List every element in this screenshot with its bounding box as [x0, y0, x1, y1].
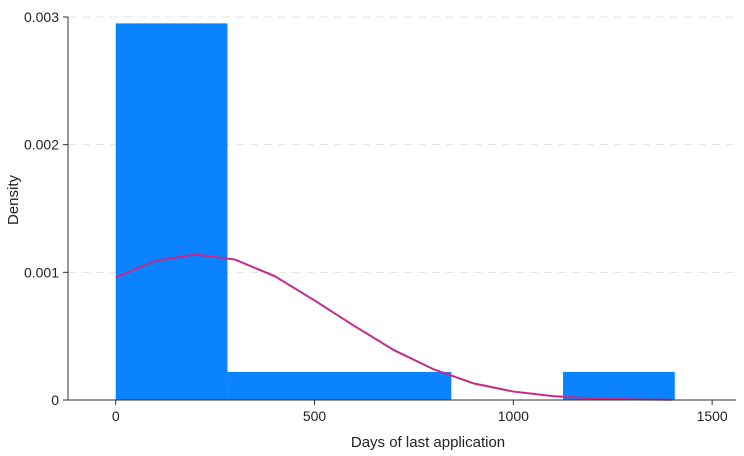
x-tick-label-0: 0 — [112, 408, 120, 424]
x-tick-label-3: 1500 — [697, 408, 728, 424]
x-axis-title: Days of last application — [351, 434, 505, 451]
y-tick-label-1: 0.001 — [24, 264, 59, 280]
histogram-bars — [115, 23, 675, 401]
histogram-bar-2 — [563, 371, 675, 400]
density-curve — [115, 253, 673, 401]
y-axis-title: Density — [5, 174, 22, 225]
y-tick-label-3: 0.003 — [24, 9, 59, 25]
x-axis-ticks: 0 500 1000 1500 — [112, 400, 728, 424]
x-tick-label-1: 500 — [303, 408, 327, 424]
axes — [67, 17, 736, 401]
y-tick-label-2: 0.002 — [24, 137, 59, 153]
x-tick-label-2: 1000 — [498, 408, 529, 424]
histogram-bar-0 — [115, 23, 228, 401]
y-axis-ticks: 0 0.001 0.002 0.003 — [24, 9, 68, 408]
y-tick-label-0: 0 — [51, 392, 59, 408]
histogram-bar-1 — [227, 371, 452, 400]
